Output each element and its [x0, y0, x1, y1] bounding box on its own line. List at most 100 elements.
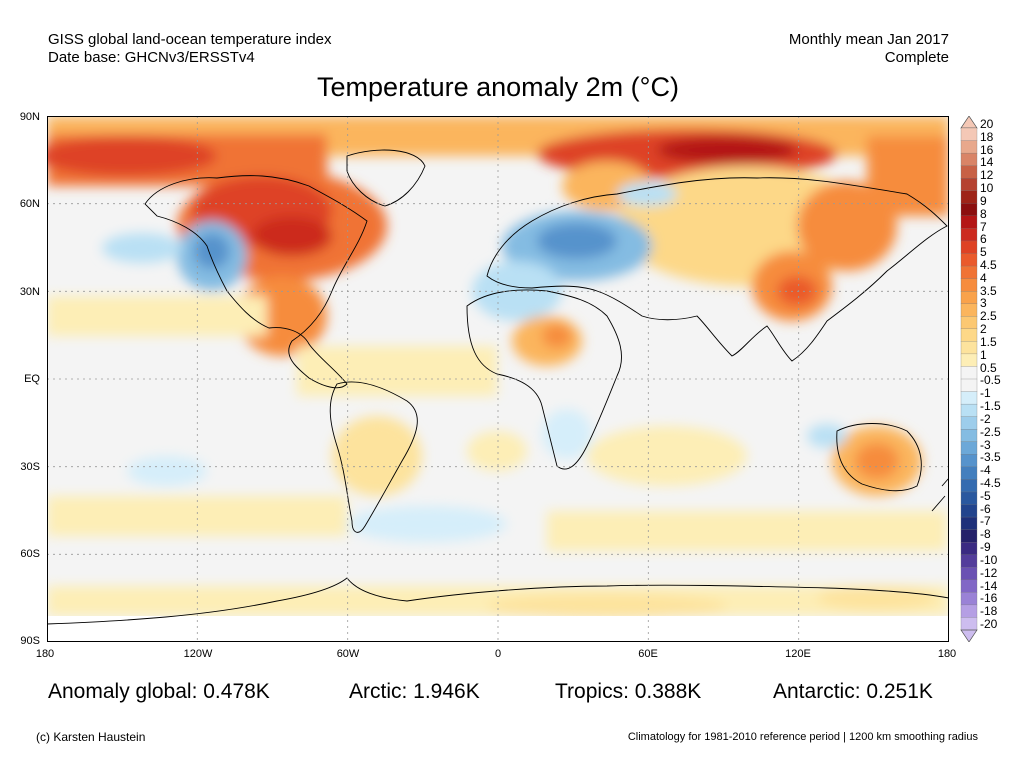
- coast-south-america: [329, 381, 418, 533]
- colorbar-swatch: [960, 127, 978, 142]
- colorbar-swatch: [960, 567, 978, 581]
- lon-label-180w: 180: [35, 648, 55, 660]
- colorbar-swatch: [960, 491, 978, 505]
- colorbar-label: 4.5: [980, 258, 997, 273]
- database-label: Date base: GHCNv3/ERSSTv4: [48, 49, 255, 66]
- colorbar-label: 10: [980, 181, 994, 196]
- colorbar-label: 1: [980, 347, 987, 362]
- colorbar-bottom-arrow: [960, 629, 978, 642]
- colorbar-label: -9: [980, 540, 991, 555]
- colorbar-swatch: [960, 466, 978, 480]
- colorbar-label: 6: [980, 232, 987, 247]
- colorbar-swatch: [960, 152, 978, 167]
- lon-label-0: 0: [494, 648, 502, 660]
- colorbar-label: 14: [980, 155, 994, 170]
- colorbar-label: 7: [980, 219, 987, 234]
- colorbar-swatch: [960, 303, 978, 317]
- colorbar-swatch: [960, 604, 978, 618]
- colorbar-label: 4: [980, 270, 987, 285]
- colorbar-swatch: [960, 554, 978, 568]
- colorbar-label: -0.5: [980, 373, 1001, 388]
- colorbar-swatch: [960, 416, 978, 430]
- map-svg: [47, 116, 949, 642]
- credit-text: (c) Karsten Haustein: [36, 730, 146, 744]
- colorbar-label: -14: [980, 578, 998, 593]
- lat-label-30n: 30N: [19, 286, 40, 298]
- colorbar-label: -1: [980, 386, 991, 401]
- colorbar-swatch: [960, 253, 978, 267]
- stat-antarctic: Antarctic: 0.251K: [773, 680, 933, 703]
- stat-tropics: Tropics: 0.388K: [555, 680, 702, 703]
- colorbar-swatch: [960, 265, 978, 280]
- colorbar-swatch: [960, 454, 978, 468]
- colorbar-label: 2.5: [980, 309, 997, 324]
- stat-global: Anomaly global: 0.478K: [48, 680, 270, 703]
- colorbar-label: 1.5: [980, 334, 997, 349]
- lon-label-60e: 60E: [638, 648, 658, 660]
- colorbar-label: 2: [980, 322, 987, 337]
- header-left: GISS global land-ocean temperature index…: [48, 31, 332, 67]
- lat-label-60n: 60N: [19, 198, 40, 210]
- lon-label-180e: 180: [937, 648, 957, 660]
- colorbar-label: -4.5: [980, 475, 1001, 490]
- colorbar-label: -2.5: [980, 424, 1001, 439]
- coast-africa: [466, 289, 622, 470]
- colorbar-label: -8: [980, 527, 991, 542]
- anomaly-map: [47, 116, 949, 642]
- lat-label-90s: 90S: [20, 635, 40, 647]
- coast-eurasia: [486, 177, 948, 362]
- colorbar-label: -3.5: [980, 450, 1001, 465]
- colorbar-swatch: [960, 378, 978, 393]
- colorbar-swatch: [960, 617, 978, 631]
- colorbar-label: 3.5: [980, 283, 997, 298]
- colorbar-swatch: [960, 504, 978, 518]
- colorbar-swatch: [960, 403, 978, 418]
- colorbar-swatch: [960, 579, 978, 593]
- colorbar-swatch: [960, 592, 978, 606]
- map-title: Temperature anomaly 2m (°C): [317, 72, 679, 102]
- colorbar-swatch: [960, 290, 978, 305]
- colorbar-swatch: [960, 516, 978, 531]
- coast-new-zealand: [931, 477, 949, 512]
- colorbar-swatch: [960, 353, 978, 367]
- colorbar-swatch: [960, 165, 978, 179]
- colorbar-label: 12: [980, 168, 994, 183]
- colorbar-label: -2: [980, 411, 991, 426]
- colorbar-swatch: [960, 391, 978, 405]
- status-label: Complete: [884, 49, 949, 66]
- colorbar-label: -10: [980, 552, 998, 567]
- lat-label-90n: 90N: [19, 111, 40, 123]
- lat-label-eq: EQ: [24, 373, 40, 385]
- colorbar-label: -18: [980, 604, 998, 619]
- dataset-title: GISS global land-ocean temperature index: [48, 31, 332, 48]
- coast-greenland: [346, 149, 426, 207]
- colorbar-label: -20: [980, 617, 998, 631]
- lon-label-120e: 120E: [785, 648, 811, 660]
- colorbar-label: 20: [980, 117, 994, 131]
- period-label: Monthly mean Jan 2017: [788, 31, 949, 48]
- colorbar-swatch: [960, 316, 978, 330]
- colorbar-swatch: [960, 190, 978, 204]
- colorbar-swatch: [960, 529, 978, 543]
- colorbar-swatch: [960, 178, 978, 192]
- colorbar-swatch: [960, 140, 978, 154]
- climatology-note: Climatology for 1981-2010 reference peri…: [627, 731, 978, 743]
- colorbar-label: -12: [980, 565, 998, 580]
- colorbar-label: -3: [980, 437, 991, 452]
- colorbar-swatch: [960, 328, 978, 342]
- coast-antarctica: [47, 577, 949, 625]
- graticule: [47, 116, 949, 642]
- colorbar-swatch: [960, 441, 978, 455]
- map-frame: [47, 116, 949, 642]
- colorbar-swatch: [960, 429, 978, 443]
- colorbar-swatch: [960, 215, 978, 229]
- lat-label-60s: 60S: [20, 548, 40, 560]
- colorbar-label: 9: [980, 193, 987, 208]
- colorbar-label: 5: [980, 245, 987, 260]
- colorbar-swatch: [960, 203, 978, 217]
- colorbar-label: -5: [980, 488, 991, 503]
- colorbar-label: 3: [980, 296, 987, 311]
- header-right: Monthly mean Jan 2017 Complete: [789, 31, 949, 67]
- lon-label-60w: 60W: [336, 648, 360, 660]
- colorbar-label: -1.5: [980, 399, 1001, 414]
